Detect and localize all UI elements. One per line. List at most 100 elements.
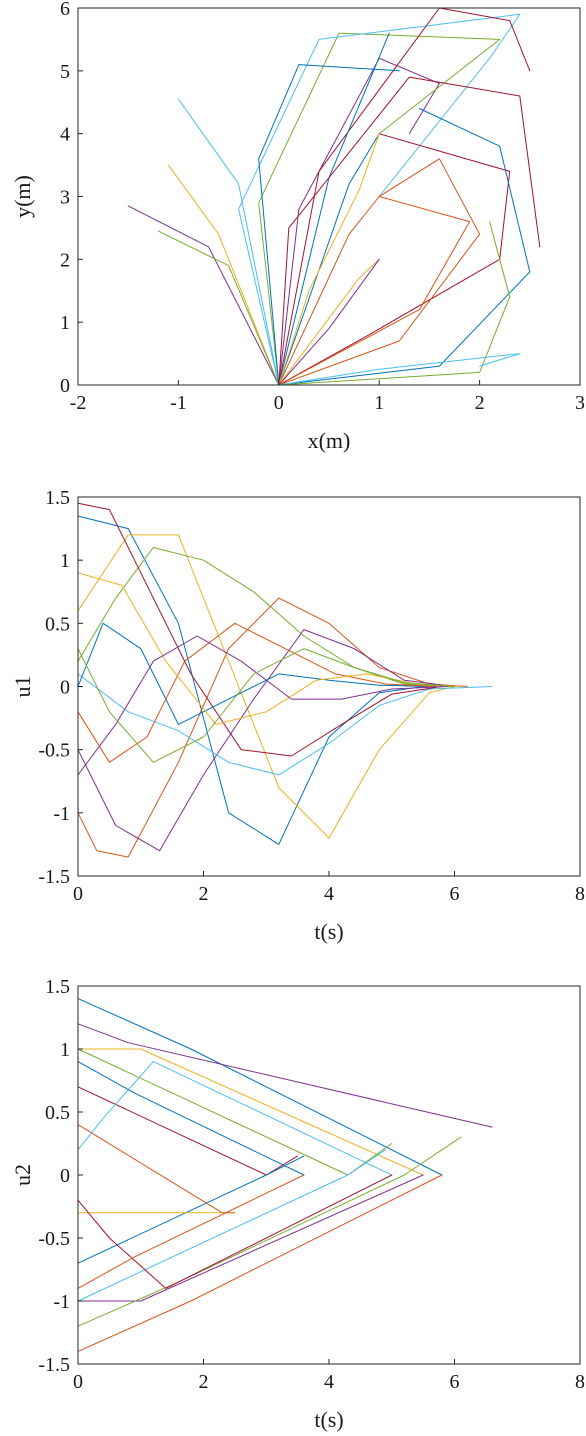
panel-u2-ytick-label-1: -1: [53, 1291, 70, 1313]
panel-xy-xtick-label-3: 1: [374, 392, 384, 414]
panel-xy-series-19: [278, 221, 511, 386]
panel-u1-xtick-label-4: 8: [575, 883, 585, 905]
panel-xy-xlabel: x(m): [308, 428, 351, 453]
panel-xy-series-9: [278, 158, 481, 386]
panel-xy-ticks: -2 -1 0 1 2 3 0 1 2 3 4 5 6: [60, 0, 585, 414]
panel-u1-series-2: [77, 597, 468, 858]
panel-xy-ytick-label-5: 5: [60, 61, 70, 83]
panel-u1-series-4: [77, 629, 455, 852]
panel-u1-series-3: [77, 534, 455, 839]
panel-u1-xtick-label-3: 6: [450, 883, 460, 905]
panel-xy-series-6: [238, 13, 521, 386]
panel-u2-xlabel: t(s): [314, 1407, 343, 1432]
panel-xy-xtick-label-1: -1: [170, 392, 187, 414]
panel-xy-series-22: [258, 64, 400, 386]
panel-u1-ytick-label-0: -1.5: [38, 866, 70, 888]
panel-u2-series-2: [77, 1174, 443, 1352]
panel-xy-traces: [127, 7, 541, 386]
panel-u2-series-11: [77, 1023, 493, 1128]
panel-xy-series-18: [278, 258, 380, 386]
panel-u1-series-8: [77, 622, 430, 725]
panel-u1-xtick-label-1: 2: [199, 883, 209, 905]
panel-u1-xlabel: t(s): [314, 919, 343, 944]
panel-u2-series-13: [77, 1061, 393, 1176]
panel-u2-ticks: 0 2 4 6 8 -1.5 -1 -0.5 0 0.5 1 1.5: [38, 976, 585, 1393]
panel-u2-series-15: [77, 1061, 305, 1176]
panel-xy-ytick-label-3: 3: [60, 187, 70, 209]
panel-u2-ytick-label-2: -0.5: [38, 1228, 70, 1250]
panel-u1: 0 2 4 6 8 -1.5 -1 -0.5 0 0.5 1 1.5 t(s) u1: [10, 487, 585, 944]
panel-u2-ytick-label-6: 1.5: [45, 976, 70, 998]
panel-xy-series-21: [278, 76, 541, 386]
panel-u1-ytick-label-5: 1: [60, 550, 70, 572]
panel-u2-series-14: [77, 1174, 393, 1289]
panel-u1-series-9: [77, 622, 437, 763]
panel-u1-axes-box: [77, 496, 581, 877]
panel-u2-traces: [77, 998, 493, 1352]
panel-u2-ytick-label-5: 1: [60, 1039, 70, 1061]
panel-xy-series-13: [177, 98, 280, 386]
panel-xy-series-10: [167, 164, 280, 386]
panel-xy-series-7: [278, 133, 511, 386]
panel-u1-xtick-label-2: 4: [324, 883, 334, 905]
panel-xy-xtick-label-5: 3: [575, 392, 585, 414]
panel-xy-ytick-label-1: 1: [60, 312, 70, 334]
panel-xy-xtick-label-4: 2: [475, 392, 485, 414]
panel-xy-ytick-label-6: 6: [60, 0, 70, 20]
panel-xy-series-14: [278, 7, 531, 386]
panel-u2-xtick-label-2: 4: [324, 1371, 334, 1393]
panel-xy-series-1: [278, 133, 380, 386]
panel-u1-xtick-label-0: 0: [73, 883, 83, 905]
panel-u2-xtick-label-4: 8: [575, 1371, 585, 1393]
panel-u2-axes-box: [77, 985, 581, 1365]
panel-u1-ytick-label-1: -1: [53, 803, 70, 825]
panel-xy-series-8: [278, 108, 531, 386]
panel-xy-series-16: [278, 196, 471, 386]
panel-xy-xtick-label-2: 0: [274, 392, 284, 414]
panel-u1-ticks: 0 2 4 6 8 -1.5 -1 -0.5 0 0.5 1 1.5: [38, 487, 585, 905]
panel-u1-ytick-label-6: 1.5: [45, 487, 70, 509]
panel-u2-series-8: [77, 1155, 305, 1264]
panel-u2: 0 2 4 6 8 -1.5 -1 -0.5 0 0.5 1 1.5 t(s) u2: [10, 976, 585, 1432]
panel-u1-series-11: [77, 635, 449, 776]
panel-u1-series-6: [77, 673, 493, 776]
panel-u2-series-3: [77, 1048, 424, 1176]
panel-u2-ytick-label-3: 0: [60, 1165, 70, 1187]
panel-u2-ytick-label-4: 0.5: [45, 1102, 70, 1124]
panel-u2-ylabel: u2: [10, 1164, 35, 1186]
panel-u1-ylabel: u1: [10, 676, 35, 698]
panel-u1-series-7: [77, 502, 443, 757]
panel-xy-ytick-label-2: 2: [60, 249, 70, 271]
panel-xy-ylabel: y(m): [10, 175, 35, 218]
panel-xy-series-3: [278, 258, 380, 386]
panel-u2-series-6: [77, 1149, 386, 1302]
panel-xy: -2 -1 0 1 2 3 0 1 2 3 4 5 6 x(m) y(m): [10, 0, 585, 453]
panel-u1-traces: [77, 502, 493, 858]
panel-u1-ytick-label-3: 0: [60, 677, 70, 699]
panel-u2-series-12: [77, 1136, 462, 1327]
panel-u2-series-1: [77, 998, 443, 1176]
panel-u2-ytick-label-0: -1.5: [38, 1354, 70, 1376]
panel-u2-series-4: [77, 1174, 424, 1302]
panel-xy-xtick-label-0: -2: [70, 392, 87, 414]
panel-xy-series-20: [278, 353, 521, 386]
panel-u1-ytick-label-4: 0.5: [45, 613, 70, 635]
panel-u1-series-5: [77, 547, 455, 687]
panel-u2-xtick-label-3: 6: [450, 1371, 460, 1393]
panel-xy-series-2: [278, 196, 380, 386]
panel-u2-xtick-label-1: 2: [199, 1371, 209, 1393]
panel-xy-series-12: [157, 230, 280, 386]
panel-u1-series-1: [77, 515, 424, 845]
panel-u2-series-16: [77, 1174, 305, 1289]
panel-u1-series-12: [77, 648, 455, 763]
panel-xy-ytick-label-0: 0: [60, 375, 70, 397]
panel-u1-ytick-label-2: -0.5: [38, 740, 70, 762]
panel-xy-series-17: [278, 133, 380, 386]
panel-xy-series-11: [127, 205, 280, 386]
panel-xy-ytick-label-4: 4: [60, 124, 70, 146]
panel-u2-xtick-label-0: 0: [73, 1371, 83, 1393]
panel-u1-series-10: [77, 572, 462, 725]
panel-u2-series-9: [77, 1124, 236, 1214]
panel-xy-series-5: [258, 32, 501, 386]
